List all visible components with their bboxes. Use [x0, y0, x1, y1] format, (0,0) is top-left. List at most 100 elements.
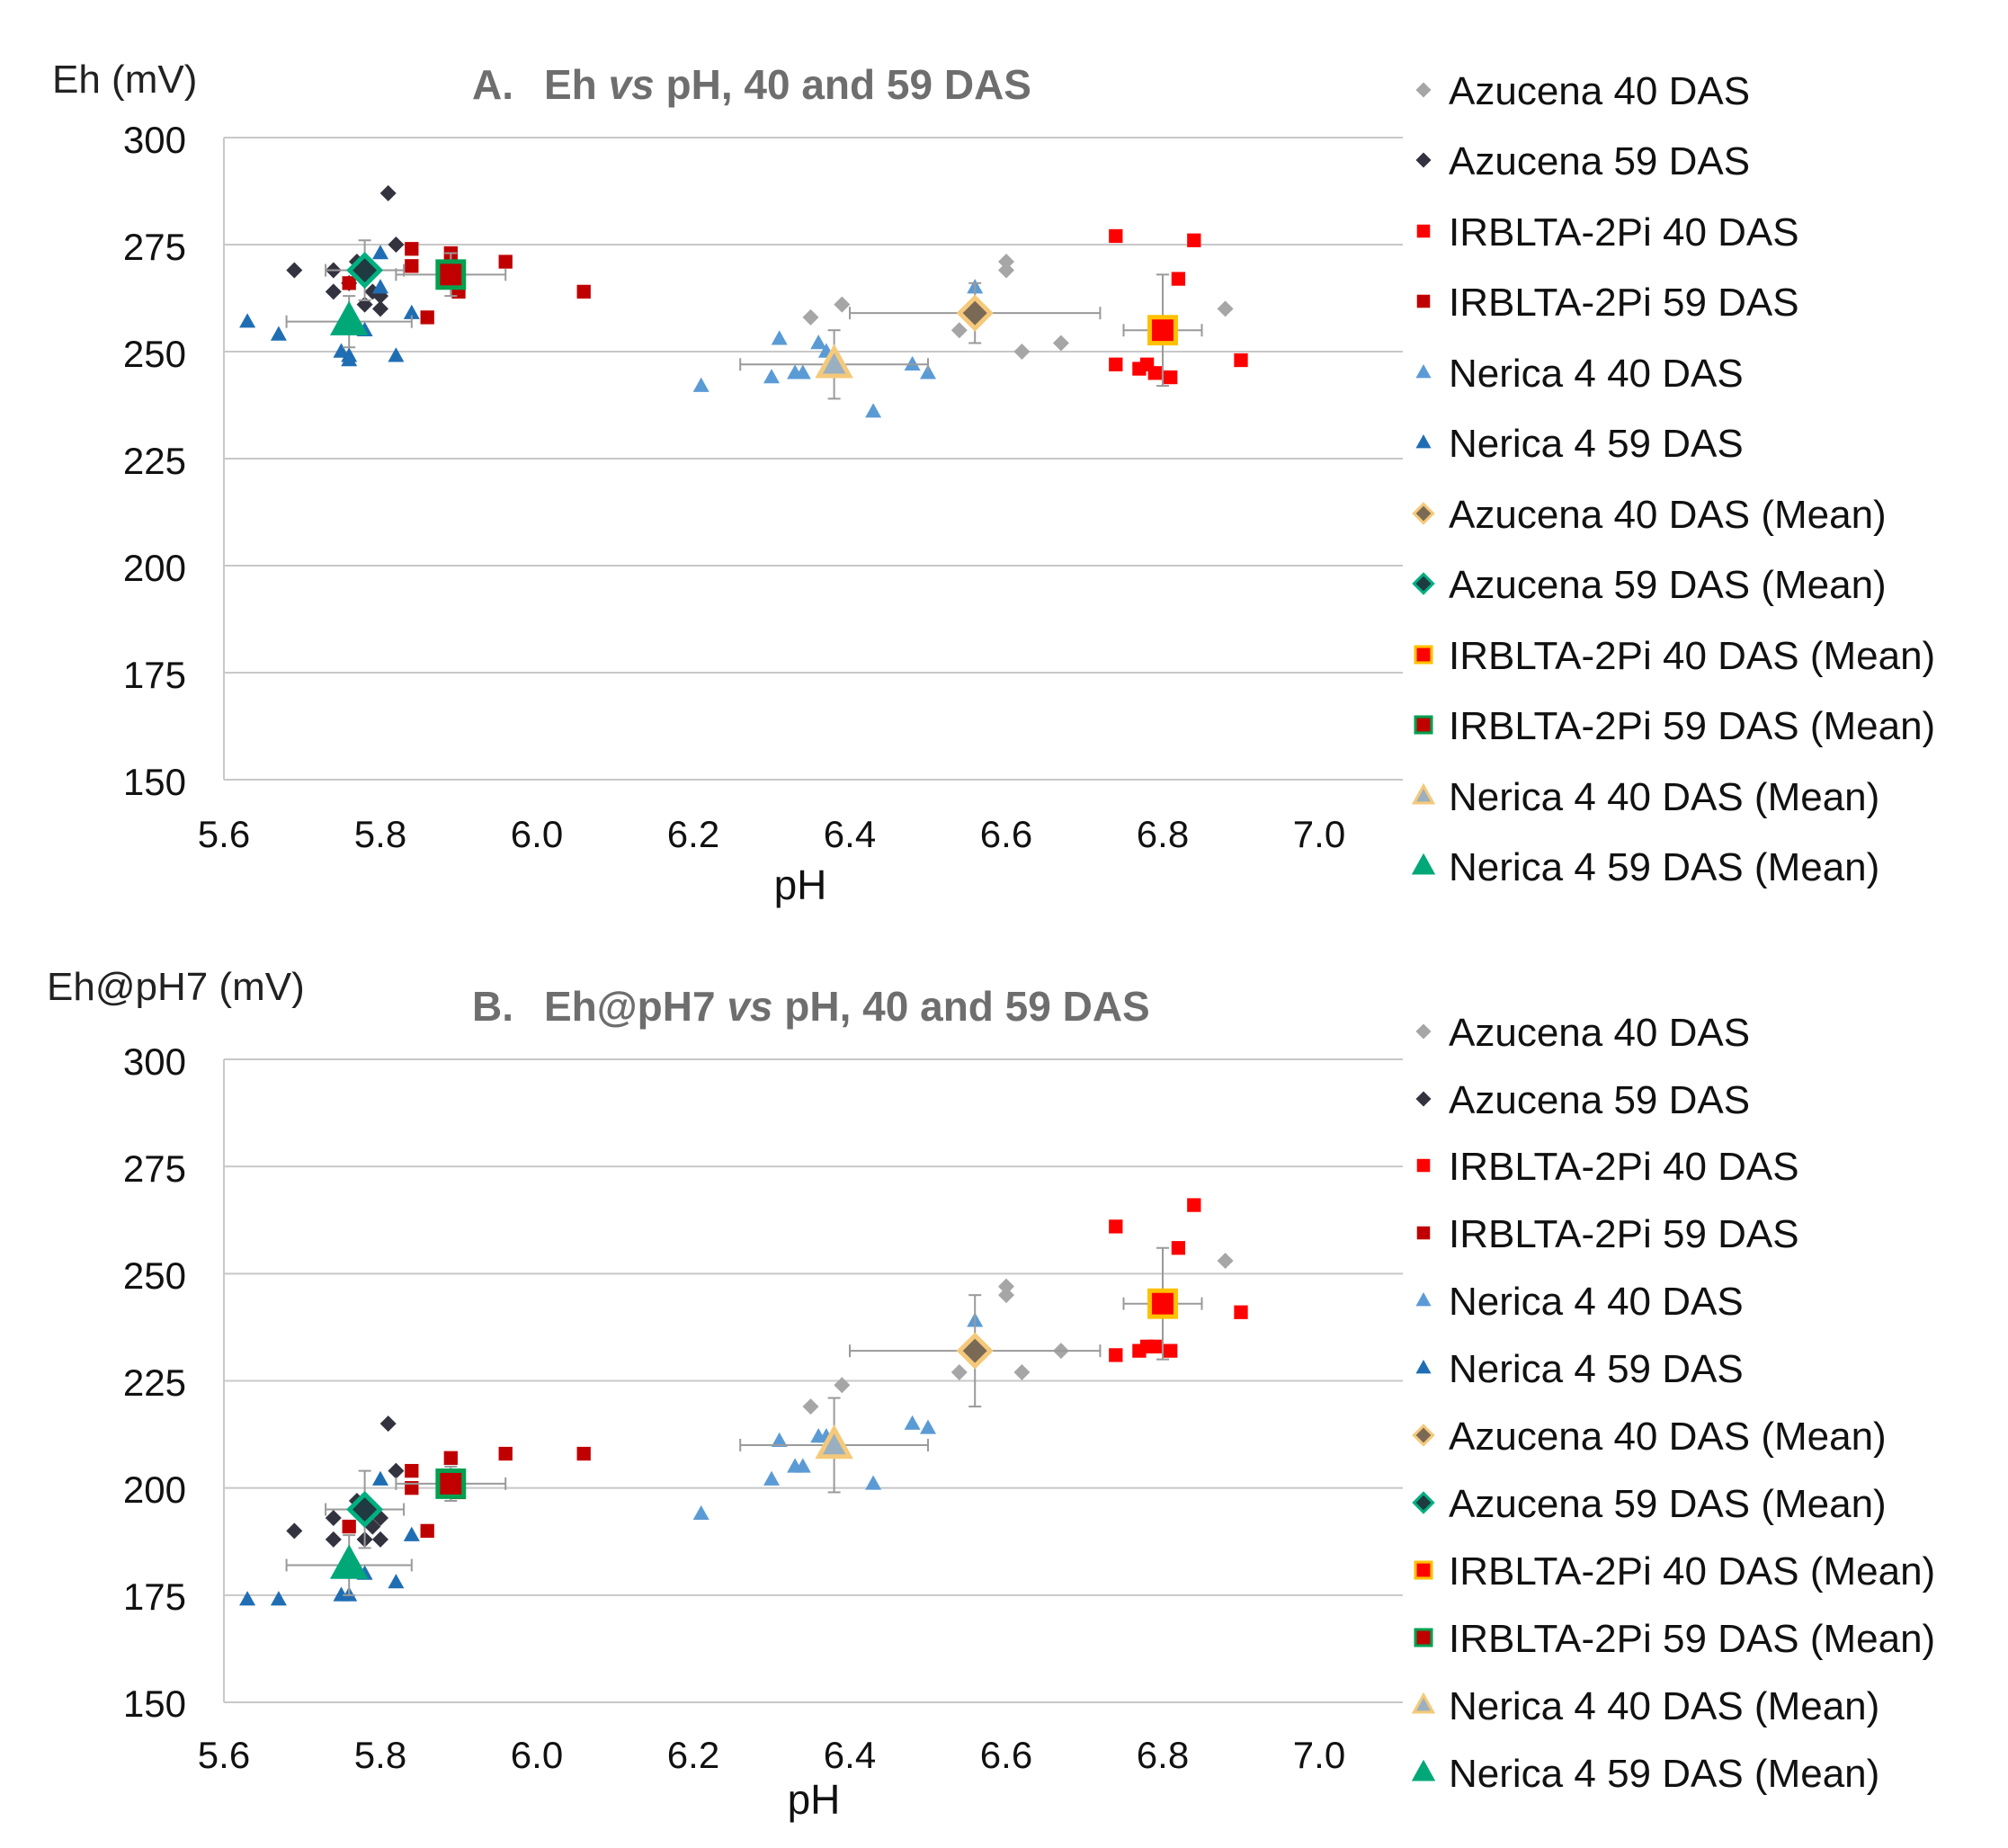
panel-b-y-tick: 225	[123, 1361, 186, 1404]
panel-b-point	[379, 1415, 397, 1433]
panel-a-point	[372, 279, 388, 294]
legend-marker-shape-shape	[1415, 1360, 1432, 1374]
panel-b-title: B. Eh@pH7 vs pH, 40 and 59 DAS	[472, 983, 1150, 1030]
panel-a-point-shape	[1171, 272, 1186, 286]
panel-b-y-tick: 275	[123, 1147, 186, 1190]
panel-a-point-shape	[998, 262, 1014, 279]
panel-b-legend-label: Nerica 4 59 DAS	[1449, 1347, 1744, 1391]
panel-b-gridlines	[224, 1058, 1403, 1703]
panel-a-x-tick: 6.2	[667, 813, 719, 855]
panel-b-point	[950, 1363, 968, 1380]
panel-b-legend-marker	[1415, 1091, 1432, 1107]
panel-a-point	[1013, 344, 1031, 360]
legend-marker-shape-shape	[1411, 782, 1436, 805]
panel-a-legend-label: Azucena 40 DAS	[1449, 69, 1750, 113]
panel-a-point-shape	[333, 343, 350, 358]
legend-marker-shape	[1414, 715, 1433, 735]
panel-a-mean-point-shape	[956, 294, 994, 332]
panel-b-point	[998, 1287, 1014, 1304]
panel-a-point	[498, 254, 513, 269]
panel-a-legend-label: IRBLTA-2Pi 40 DAS	[1449, 210, 1799, 254]
panel-b-point-shape	[904, 1415, 921, 1430]
panel-b-x-tick: 6.0	[511, 1734, 563, 1776]
panel-b-legend-item: IRBLTA-2Pi 40 DAS	[1416, 1145, 1799, 1189]
panel-a-mean-point-shape	[346, 252, 384, 290]
panel-b-point-shape	[498, 1446, 513, 1461]
panel-b-point-shape	[405, 1463, 419, 1478]
panel-b-point	[443, 1451, 458, 1465]
panel-b-point-shape	[388, 1574, 405, 1589]
panel-b-legend-marker	[1412, 1491, 1435, 1514]
panel-a-x-tick: 5.6	[198, 813, 250, 855]
panel-b-point	[904, 1415, 921, 1430]
legend-marker-shape-shape	[1412, 1424, 1435, 1447]
legend-marker-shape	[1415, 434, 1432, 449]
panel-a-title-prefix: A.	[472, 61, 513, 108]
panel-b-point	[372, 1470, 388, 1486]
panel-a-point	[388, 237, 405, 253]
panel-b-mean-point-shape	[1147, 1288, 1178, 1319]
panel-b-point-shape	[1164, 1344, 1178, 1358]
panel-b-point	[576, 1446, 591, 1461]
panel-b-legend-item: Nerica 4 40 DAS	[1415, 1280, 1744, 1324]
panel-b-y-tick: 300	[123, 1040, 186, 1083]
panel-b-point-shape	[443, 1451, 458, 1465]
panel-a-point	[420, 310, 434, 325]
panel-b-mean-point	[956, 1332, 994, 1370]
legend-marker-shape	[1411, 853, 1436, 875]
panel-a-point-shape	[403, 304, 420, 319]
panel-b-point	[1171, 1241, 1186, 1255]
legend-marker-shape-shape	[1416, 1158, 1431, 1173]
legend-marker-shape	[1415, 1360, 1432, 1374]
panel-a-point-shape	[763, 369, 780, 384]
panel-a-point	[372, 300, 388, 317]
panel-b-legend-item: Azucena 40 DAS	[1415, 1011, 1750, 1055]
panel-b-legend-marker	[1411, 1759, 1436, 1781]
panel-b-point-shape	[286, 1522, 303, 1540]
panel-b-point-shape	[270, 1591, 287, 1606]
panel-b-x-tick: 5.6	[198, 1734, 250, 1776]
panel-a-x-tick: 5.8	[354, 813, 406, 855]
panel-b-point	[239, 1591, 256, 1606]
panel-a-point	[342, 276, 356, 290]
panel-a-legend-label: Azucena 40 DAS (Mean)	[1449, 493, 1887, 537]
panel-a-point	[333, 343, 350, 358]
legend-marker-shape	[1412, 1424, 1435, 1447]
panel-b-point-shape	[1109, 1348, 1123, 1362]
panel-b-legend-item: Azucena 59 DAS	[1415, 1078, 1750, 1122]
legend-marker-shape	[1415, 152, 1432, 168]
panel-b-legend-label: Azucena 40 DAS	[1449, 1011, 1750, 1055]
panel-a-point	[325, 283, 342, 300]
panel-b-point-shape	[420, 1523, 434, 1538]
legend-marker-shape-shape	[1415, 82, 1432, 98]
panel-a-legend-label: IRBLTA-2Pi 59 DAS (Mean)	[1449, 704, 1935, 748]
panel-b-legend-item: Nerica 4 59 DAS	[1415, 1347, 1744, 1391]
legend-marker-shape	[1416, 224, 1431, 238]
panel-a-legend-marker	[1414, 715, 1433, 735]
panel-a-mean-point-shape	[1147, 315, 1178, 346]
panel-a-y-tick: 300	[123, 119, 186, 161]
legend-marker-shape-shape	[1415, 1292, 1432, 1307]
panel-a-point-shape	[379, 184, 397, 201]
panel-b-legend-marker	[1415, 1292, 1432, 1307]
panel-b-x-tick-labels: 5.6 5.8 6.0 6.2 6.4 6.6 6.8 7.0	[198, 1734, 1345, 1776]
panel-b-point	[1109, 1348, 1123, 1362]
panel-b-point-shape	[403, 1526, 420, 1541]
panel-a-y-tick: 150	[123, 761, 186, 803]
panel-a-point-shape	[342, 276, 356, 290]
panel-a-x-tick: 6.6	[980, 813, 1032, 855]
panel-b-point-shape	[998, 1278, 1014, 1295]
panel-a-point-shape	[405, 259, 419, 273]
panel-a-point-shape	[794, 364, 811, 379]
panel-a-legend-item: Azucena 59 DAS (Mean)	[1412, 563, 1887, 607]
panel-a-point	[865, 403, 882, 418]
panel-a-legend-label: Azucena 59 DAS (Mean)	[1449, 563, 1887, 607]
legend-marker-shape-shape	[1415, 434, 1432, 449]
panel-b-point-shape	[1109, 1219, 1123, 1234]
panel-b-point-shape	[865, 1475, 882, 1490]
panel-a-point	[1109, 357, 1123, 371]
panel-a-legend-item: Nerica 4 40 DAS (Mean)	[1411, 775, 1879, 819]
panel-a-point-shape	[286, 262, 303, 279]
panel-a-point-shape	[998, 254, 1014, 271]
panel-a-mean-point-shape	[815, 344, 853, 379]
